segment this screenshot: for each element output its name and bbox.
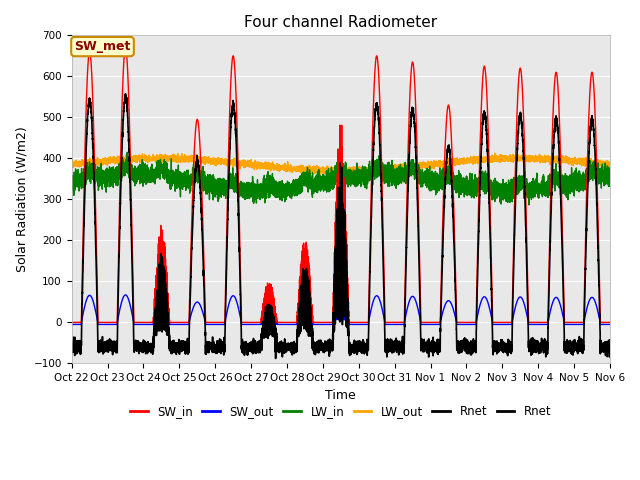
X-axis label: Time: Time [325,389,356,402]
SW_out [477,301,484,307]
SW_out [461,322,469,327]
SW_in [323,320,330,325]
Rnet [577,340,584,346]
Rnet [606,342,614,348]
Rnet [477,170,484,176]
Rnet [323,346,330,351]
Text: SW_met: SW_met [74,40,131,53]
LW_in [461,182,469,188]
LW_in [577,179,584,184]
SW_out [68,322,76,327]
Rnet [68,338,76,344]
Rnet [272,356,280,361]
LW_in [323,168,330,174]
SW_out [606,322,614,327]
Title: Four channel Radiometer: Four channel Radiometer [244,15,437,30]
Rnet [584,193,591,199]
SW_in [606,320,614,325]
LW_out [477,156,484,162]
LW_out [461,160,469,166]
LW_in [525,202,532,208]
Line: Rnet: Rnet [72,94,610,359]
Rnet [251,350,259,356]
Rnet [461,345,469,351]
LW_in [477,185,484,191]
LW_out [577,158,584,164]
LW_out [323,170,330,176]
Line: SW_out: SW_out [72,295,610,324]
LW_in [124,149,131,155]
SW_in [461,320,469,325]
SW_out [577,322,584,327]
SW_out [251,322,259,327]
SW_out [323,322,330,327]
SW_out [584,304,591,310]
SW_in [122,45,129,50]
LW_out [251,165,259,170]
Y-axis label: Solar Radiation (W/m2): Solar Radiation (W/m2) [15,127,28,272]
SW_out [122,292,129,298]
SW_in [477,133,484,139]
Legend: SW_in, SW_out, LW_in, LW_out, Rnet, Rnet: SW_in, SW_out, LW_in, LW_out, Rnet, Rnet [125,401,556,423]
Line: SW_in: SW_in [72,48,610,323]
LW_in [251,182,259,188]
LW_out [68,164,76,170]
SW_in [577,320,584,325]
Line: LW_out: LW_out [72,153,610,177]
LW_out [346,174,353,180]
LW_out [584,158,591,164]
LW_out [606,163,614,168]
Line: LW_in: LW_in [72,152,610,205]
SW_in [68,320,76,325]
Rnet [122,91,129,96]
LW_out [491,150,499,156]
LW_in [584,173,591,179]
LW_in [606,178,614,183]
SW_in [584,161,591,167]
SW_in [251,320,259,325]
LW_in [68,192,76,198]
